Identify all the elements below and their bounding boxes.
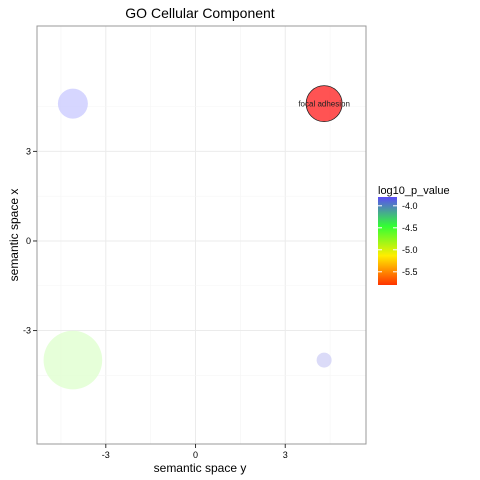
legend-title: log10_p_value [378,185,450,197]
legend-tick-label: -5.5 [402,267,418,277]
ticks: -3 0 3 -3 0 3 [23,146,288,460]
x-tick-label: 0 [193,450,198,460]
data-point [316,352,332,368]
bubbles: focal adhesion [43,85,350,390]
y-axis-title: semantic space x [7,189,21,282]
y-tick-label: 0 [26,236,31,246]
y-tick-label: 3 [26,146,31,156]
legend-ticks: -4.0 -4.5 -5.0 -5.5 [378,201,418,277]
plot-frame [36,25,367,445]
chart-title: GO Cellular Component [125,5,275,21]
legend-tick-label: -4.0 [402,201,418,211]
data-point [305,85,343,123]
legend-colorbar [378,197,397,285]
legend-tick-label: -5.0 [402,245,418,255]
x-tick-label: 3 [283,450,288,460]
data-point [57,88,88,119]
point-label: focal adhesion [298,100,350,109]
legend-tick-label: -4.5 [402,223,418,233]
x-tick-label: -3 [102,450,110,460]
x-axis-title: semantic space y [154,461,247,475]
data-point [43,330,103,390]
legend: log10_p_value -4.0 -4.5 -5.0 -5.5 [378,185,450,285]
y-tick-label: -3 [23,326,31,336]
